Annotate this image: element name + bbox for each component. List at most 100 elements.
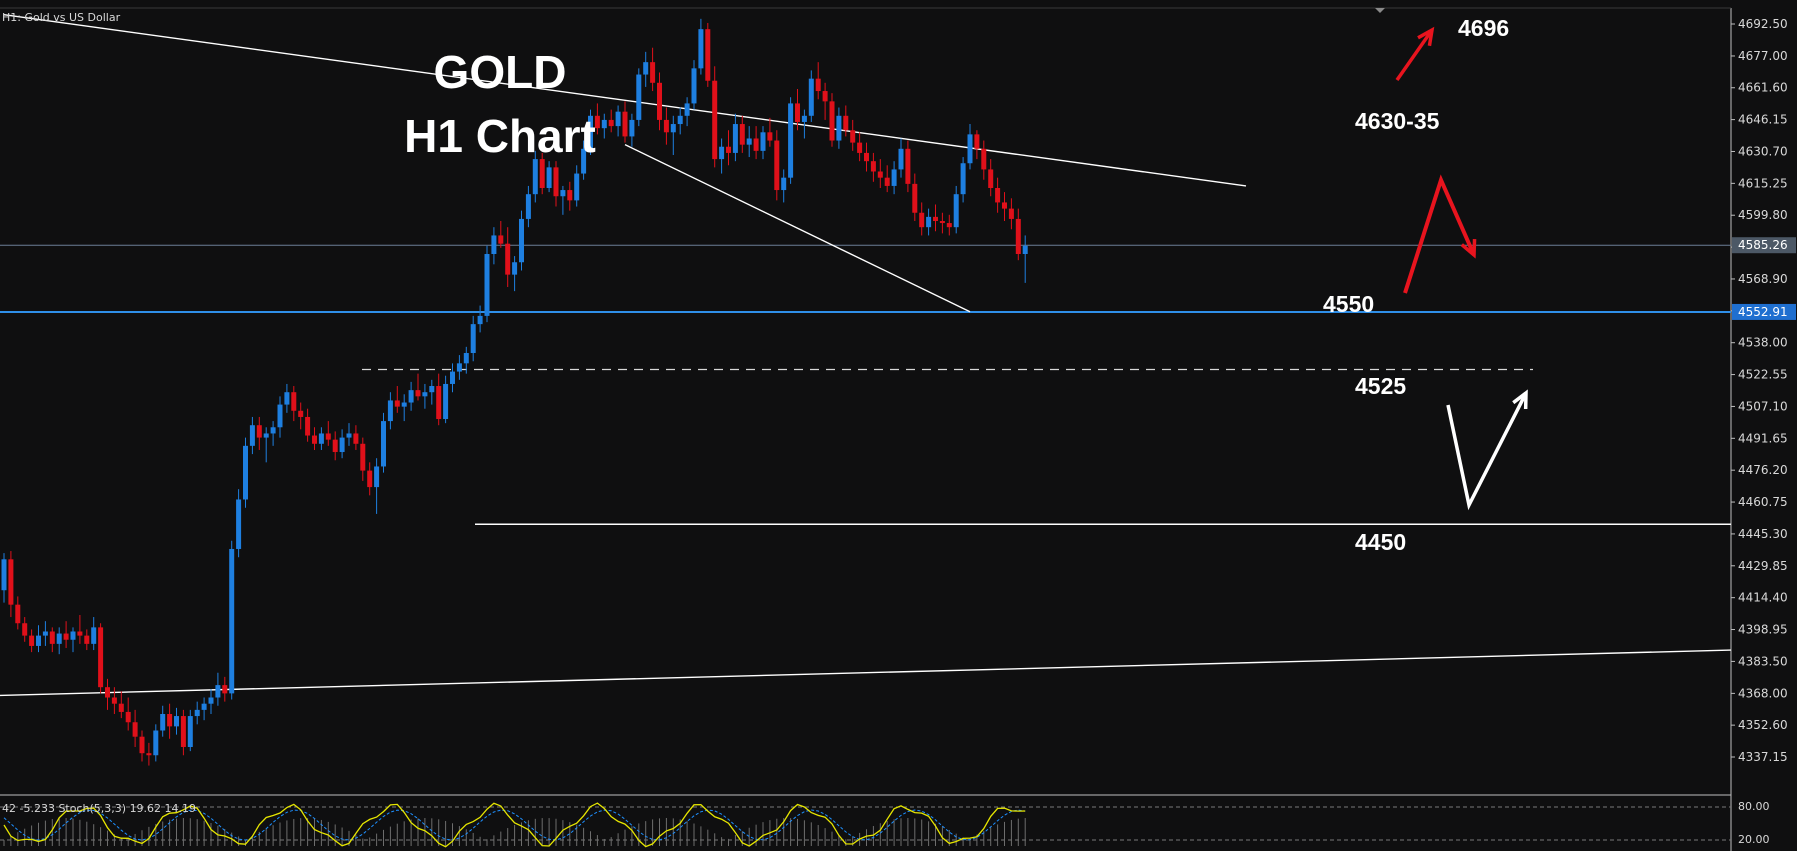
candle-body (91, 627, 97, 644)
stochastic-panel: 80.00 20.00 (0, 800, 1770, 848)
candle-body (132, 722, 138, 737)
support-label-4450: 4450 (1355, 529, 1407, 555)
candle-body (519, 218, 524, 263)
target-label-4696: 4696 (1458, 15, 1510, 41)
candle-body (401, 402, 407, 407)
stoch-axis-80: 80.00 (1738, 800, 1770, 813)
candle-body (608, 119, 614, 127)
candle-body (781, 177, 787, 191)
channel-lower-trendline (624, 144, 971, 313)
candle-body (850, 130, 856, 143)
candle-body (1, 559, 7, 591)
axis-tick-label: 4352.60 (1738, 718, 1788, 732)
candle-body (256, 425, 262, 438)
candle-body (732, 124, 738, 153)
candle-body (670, 124, 676, 133)
candle-body (739, 124, 745, 145)
candle-body (843, 115, 849, 131)
candle-body (367, 470, 373, 488)
candle-body (498, 235, 504, 244)
candle-body (15, 604, 21, 624)
candle-body (926, 216, 932, 228)
candle-body (684, 103, 690, 116)
candle-body (463, 353, 469, 364)
current-price-tag-bg (1732, 237, 1796, 254)
axis-tick-label: 4476.20 (1738, 463, 1788, 477)
candle-body (491, 235, 497, 255)
candle-body (726, 146, 731, 153)
candle-body (939, 220, 945, 224)
candle-body (105, 687, 110, 698)
chart-title: GOLD H1 Chart (350, 40, 650, 168)
axis-tick-label: 4646.15 (1738, 113, 1788, 127)
support-label-4550: 4550 (1323, 291, 1375, 317)
candle-body (988, 169, 994, 188)
support-bounce-arrow (1446, 392, 1528, 511)
candle-body (249, 425, 255, 446)
candle-body (650, 62, 656, 83)
candle-body (346, 433, 352, 438)
candle-body (42, 631, 48, 636)
candle-body (443, 383, 449, 420)
candle-body (643, 62, 649, 75)
candle-body (160, 714, 166, 731)
axis-tick-label: 4460.75 (1738, 495, 1788, 509)
candle-body (767, 132, 773, 141)
candle-body (822, 91, 828, 102)
candle-body (229, 548, 235, 694)
candle-body (995, 187, 1001, 203)
candle-body (525, 194, 531, 219)
price-axis: 4692.50 4677.00 4661.60 4646.15 4630.70 4615.… (1731, 17, 1796, 764)
candle-body (857, 142, 863, 153)
candle-body (588, 115, 593, 149)
axis-tick-label: 4538.00 (1738, 336, 1788, 350)
candle-body (291, 392, 297, 411)
candle-body (387, 400, 393, 422)
resistance-label: 4630-35 (1355, 108, 1440, 134)
candle-body (360, 443, 366, 471)
candle-body (118, 703, 124, 712)
candle-body (753, 138, 759, 151)
candle-body (22, 623, 28, 636)
candle-body (864, 152, 869, 162)
axis-tick-label: 4491.65 (1738, 431, 1788, 445)
axis-tick-label: 4522.55 (1738, 368, 1788, 382)
candle-body (305, 416, 311, 436)
resistance-rejection-arrow (1403, 174, 1476, 294)
candle-body (450, 371, 455, 384)
support-label-4525: 4525 (1355, 373, 1407, 399)
candle-body (512, 262, 518, 275)
axis-tick-label: 4414.40 (1738, 591, 1788, 605)
candle-body (194, 709, 200, 717)
axis-tick-label: 4383.50 (1738, 654, 1788, 668)
candle-body (63, 633, 69, 640)
candle-body (877, 171, 883, 178)
candle-body (381, 421, 386, 467)
candle-body (560, 190, 566, 197)
candle-body (215, 685, 221, 698)
candle-body (125, 711, 131, 723)
candle-body (146, 753, 152, 756)
candle-body (243, 445, 248, 500)
candle-body (808, 78, 814, 116)
candle-body (456, 363, 462, 372)
long-support-trendline (0, 649, 1732, 697)
axis-tick-label: 4630.70 (1738, 144, 1788, 158)
forecast-arrows (1395, 26, 1528, 511)
candle-body (111, 697, 117, 704)
candle-body (622, 111, 628, 137)
shift-marker-icon (1375, 8, 1385, 13)
candle-body (77, 631, 83, 636)
chart-frame (0, 7, 1732, 851)
axis-tick-label: 4599.80 (1738, 208, 1788, 222)
candle-body (712, 80, 718, 160)
candle-body (208, 697, 214, 704)
candle-body (912, 183, 918, 213)
level-lines (0, 14, 1732, 697)
candle-body (353, 433, 359, 444)
candle-body (1002, 202, 1007, 209)
candle-body (29, 635, 35, 646)
candle-body (974, 134, 980, 149)
